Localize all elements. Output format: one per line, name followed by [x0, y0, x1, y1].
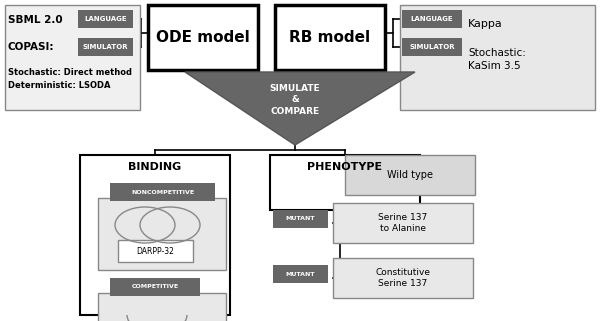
Bar	[118, 240, 193, 262]
Text: MUTANT: MUTANT	[286, 272, 315, 276]
Text: SIMULATOR: SIMULATOR	[83, 44, 128, 50]
Text: DARPP-32: DARPP-32	[137, 247, 175, 256]
Bar	[78, 38, 133, 56]
Text: Serine 137
to Alanine: Serine 137 to Alanine	[379, 213, 428, 233]
Text: Wild type: Wild type	[387, 170, 433, 180]
Text: Kappa: Kappa	[468, 19, 503, 29]
Bar	[98, 198, 226, 270]
Bar	[402, 10, 462, 28]
Text: BINDING: BINDING	[128, 162, 182, 172]
Text: Stochastic: Direct method
Deterministic: LSODA: Stochastic: Direct method Deterministic:…	[8, 68, 132, 90]
Bar	[275, 5, 385, 70]
Text: Stochastic:
KaSim 3.5: Stochastic: KaSim 3.5	[468, 48, 526, 71]
Text: NONCOMPETITIVE: NONCOMPETITIVE	[131, 189, 194, 195]
Bar	[273, 210, 328, 228]
Bar	[402, 38, 462, 56]
Bar	[110, 278, 200, 296]
Bar	[333, 203, 473, 243]
Text: SIMULATOR: SIMULATOR	[409, 44, 455, 50]
Bar	[98, 293, 226, 321]
Bar	[5, 5, 140, 110]
Bar	[273, 265, 328, 283]
Bar	[400, 5, 595, 110]
Text: RB model: RB model	[289, 30, 371, 45]
Bar	[333, 258, 473, 298]
Bar	[345, 155, 475, 195]
Bar	[110, 183, 215, 201]
Text: COMPETITIVE: COMPETITIVE	[131, 284, 179, 290]
Bar	[78, 10, 133, 28]
Text: COPASI:: COPASI:	[8, 42, 55, 52]
Bar	[80, 155, 230, 315]
Text: ODE model: ODE model	[156, 30, 250, 45]
Polygon shape	[185, 72, 415, 145]
Text: PHENOTYPE: PHENOTYPE	[307, 162, 383, 172]
Text: LANGUAGE: LANGUAGE	[84, 16, 127, 22]
Text: SBML 2.0: SBML 2.0	[8, 15, 62, 25]
Text: MUTANT: MUTANT	[286, 216, 315, 221]
Text: SIMULATE
&
COMPARE: SIMULATE & COMPARE	[269, 84, 320, 116]
Text: Constitutive
Serine 137: Constitutive Serine 137	[376, 268, 431, 288]
Bar	[148, 5, 258, 70]
Text: LANGUAGE: LANGUAGE	[410, 16, 454, 22]
Bar	[270, 155, 420, 210]
